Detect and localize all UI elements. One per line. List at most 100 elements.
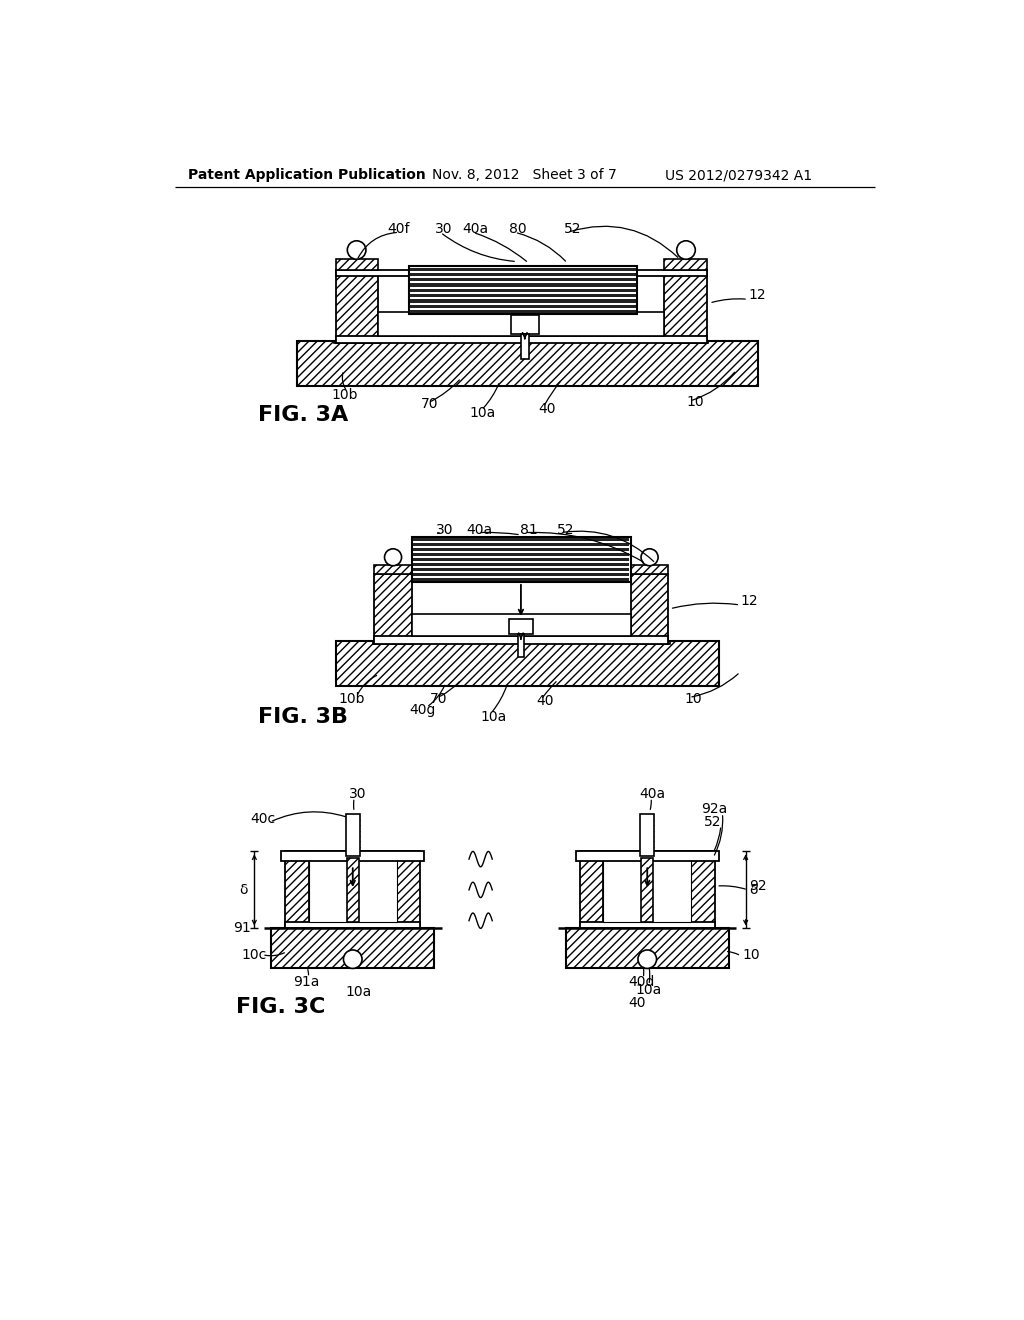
Bar xyxy=(334,341,380,343)
Bar xyxy=(336,335,707,343)
Bar xyxy=(410,279,636,281)
Bar xyxy=(282,851,424,861)
Circle shape xyxy=(343,950,362,969)
Text: 10a: 10a xyxy=(469,407,496,420)
Text: 52: 52 xyxy=(557,523,574,536)
Bar xyxy=(641,858,653,923)
Text: δ: δ xyxy=(240,883,248,896)
Text: 40f: 40f xyxy=(388,222,411,236)
Bar xyxy=(691,851,715,928)
Bar xyxy=(412,537,631,582)
Bar xyxy=(412,614,631,636)
Bar xyxy=(271,928,434,969)
Bar xyxy=(410,273,636,276)
Bar xyxy=(414,553,630,556)
Bar xyxy=(346,858,359,923)
Text: 10a: 10a xyxy=(480,710,507,723)
Text: FIG. 3A: FIG. 3A xyxy=(258,405,348,425)
Bar xyxy=(286,851,308,928)
Text: 70: 70 xyxy=(430,692,447,706)
Bar xyxy=(640,813,654,857)
Text: 40: 40 xyxy=(537,694,554,709)
Text: 92: 92 xyxy=(750,879,767,894)
Text: Patent Application Publication: Patent Application Publication xyxy=(188,169,426,182)
Bar xyxy=(410,294,636,297)
Bar xyxy=(509,619,532,635)
Bar xyxy=(378,313,665,335)
Bar xyxy=(410,289,636,292)
Text: 80: 80 xyxy=(509,222,527,236)
Text: 40a: 40a xyxy=(467,523,493,536)
Bar xyxy=(414,539,630,541)
Bar xyxy=(414,578,630,581)
Text: 52: 52 xyxy=(564,222,582,236)
Text: 40c: 40c xyxy=(251,812,275,826)
Bar xyxy=(631,565,669,574)
Text: 40d: 40d xyxy=(628,975,654,989)
Text: δ: δ xyxy=(750,883,758,896)
Circle shape xyxy=(385,549,401,566)
Bar xyxy=(414,558,630,561)
Bar xyxy=(665,271,707,343)
Circle shape xyxy=(347,240,366,259)
Bar xyxy=(336,259,378,271)
Bar xyxy=(410,300,636,302)
Bar xyxy=(630,642,670,644)
Bar xyxy=(336,271,378,343)
Bar xyxy=(346,813,359,857)
Bar xyxy=(410,305,636,308)
Text: 40a: 40a xyxy=(640,787,666,801)
Bar xyxy=(410,284,636,286)
Text: 91: 91 xyxy=(232,921,251,936)
Bar xyxy=(336,642,719,686)
Bar xyxy=(663,341,709,343)
Bar xyxy=(580,851,715,858)
Bar xyxy=(308,858,397,923)
Bar xyxy=(297,341,758,385)
Text: 10a: 10a xyxy=(345,985,372,998)
Bar xyxy=(375,636,669,644)
Bar xyxy=(375,574,412,644)
Bar xyxy=(397,851,420,928)
Bar xyxy=(409,267,637,314)
Text: US 2012/0279342 A1: US 2012/0279342 A1 xyxy=(665,169,812,182)
Text: FIG. 3B: FIG. 3B xyxy=(258,706,348,726)
Bar xyxy=(410,310,636,313)
Text: 10a: 10a xyxy=(636,983,662,997)
Text: 12: 12 xyxy=(740,594,758,609)
Bar xyxy=(518,635,524,657)
Text: 92a: 92a xyxy=(700,803,727,816)
Bar xyxy=(336,271,707,276)
Text: 40g: 40g xyxy=(410,704,435,718)
Text: 81: 81 xyxy=(520,523,538,536)
Bar xyxy=(566,928,729,969)
Bar xyxy=(580,923,715,928)
Text: 40: 40 xyxy=(628,997,645,1010)
Bar xyxy=(631,574,669,644)
Text: 10b: 10b xyxy=(332,388,358,401)
Bar xyxy=(414,564,630,566)
Bar xyxy=(665,259,707,271)
Text: 40a: 40a xyxy=(463,222,488,236)
Text: Nov. 8, 2012   Sheet 3 of 7: Nov. 8, 2012 Sheet 3 of 7 xyxy=(432,169,617,182)
Bar xyxy=(286,851,420,858)
Text: 10: 10 xyxy=(686,396,703,409)
Bar xyxy=(521,334,528,359)
Bar xyxy=(511,315,539,334)
Bar xyxy=(414,548,630,552)
Text: 10c: 10c xyxy=(242,948,267,961)
Text: 12: 12 xyxy=(748,289,766,302)
Bar xyxy=(414,544,630,546)
Text: 30: 30 xyxy=(349,787,367,801)
Text: 10: 10 xyxy=(684,692,702,706)
Bar xyxy=(414,573,630,576)
Text: 30: 30 xyxy=(435,222,453,236)
Text: 30: 30 xyxy=(435,523,454,536)
Bar xyxy=(410,268,636,271)
Circle shape xyxy=(677,240,695,259)
Bar xyxy=(373,642,414,644)
Text: 70: 70 xyxy=(421,397,438,411)
Text: 91a: 91a xyxy=(293,975,319,989)
Bar xyxy=(286,923,420,928)
Text: 52: 52 xyxy=(703,816,721,829)
